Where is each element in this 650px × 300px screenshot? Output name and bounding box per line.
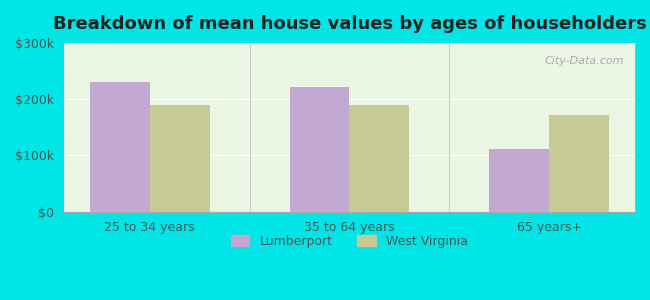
- Bar: [90, 82, 150, 212]
- Bar: [150, 105, 210, 212]
- Text: City-Data.com: City-Data.com: [544, 56, 623, 66]
- Title: Breakdown of mean house values by ages of householders: Breakdown of mean house values by ages o…: [53, 15, 646, 33]
- Bar: [489, 148, 549, 212]
- Bar: [350, 105, 410, 212]
- Bar: [549, 115, 609, 212]
- Bar: [289, 87, 350, 212]
- Legend: Lumberport, West Virginia: Lumberport, West Virginia: [226, 230, 473, 253]
